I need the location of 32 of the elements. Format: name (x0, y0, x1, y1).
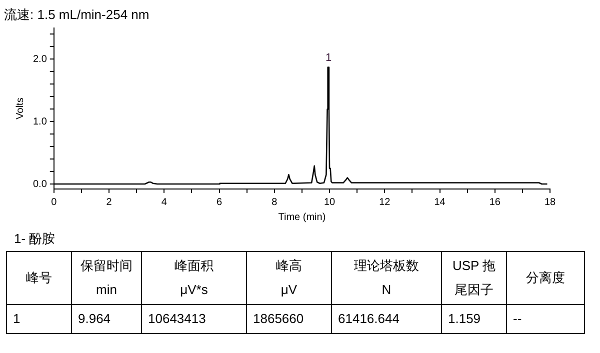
x-tick-label: 2 (106, 196, 112, 208)
text: -- (506, 304, 584, 334)
x-tick-label: 8 (272, 196, 278, 208)
y-tick-label: 1.0 (32, 116, 48, 128)
text: 1865660 (246, 304, 332, 334)
text: 理论塔板数 N (332, 252, 442, 304)
y-tick-label: 2.0 (32, 54, 48, 65)
text: 61416.644 (332, 304, 442, 334)
text: 1.159 (442, 304, 506, 334)
x-tick-label: 16 (489, 196, 501, 208)
text: 峰高 μV (246, 252, 332, 304)
annotation: 1 (325, 52, 332, 64)
y-axis-title: Volts (14, 98, 26, 120)
text: 10643413 (142, 304, 246, 334)
x-axis-title: Time (min) (278, 212, 326, 223)
y-tick-label: 0.0 (32, 178, 48, 190)
text: 峰号 (6, 252, 72, 304)
x-tick-label: 0 (51, 196, 58, 208)
chart-title: 流速: 1.5 mL/min-254 nm (4, 6, 150, 24)
text: 1- 酚胺 (14, 230, 56, 248)
x-tick-label: 12 (379, 196, 391, 208)
text: 9.964 (72, 304, 142, 334)
text: 峰面积 μV*s (142, 252, 246, 304)
x-tick-label: 4 (161, 196, 168, 208)
x-tick-label: 10 (324, 196, 336, 208)
x-tick-label: 18 (544, 196, 556, 208)
text: 分离度 (506, 252, 584, 304)
x-tick-label: 14 (434, 196, 446, 208)
text: 1 (6, 304, 72, 334)
x-tick-label: 6 (216, 196, 222, 208)
text: USP 拖尾因子 (442, 252, 506, 304)
text: 保留时间 min (72, 252, 142, 304)
